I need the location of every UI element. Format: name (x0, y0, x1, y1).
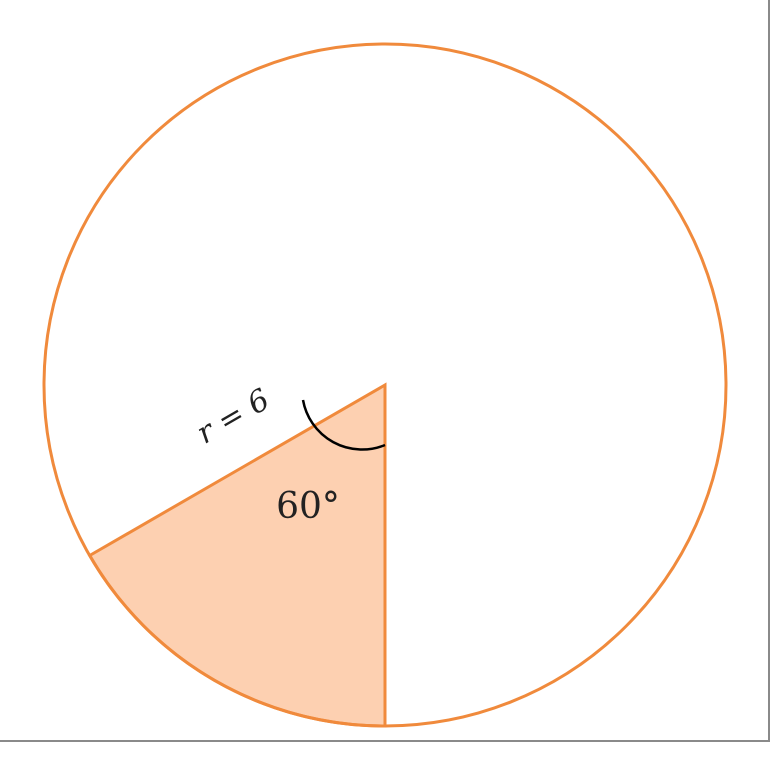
radius-label: r = 6 (191, 382, 276, 451)
angle-label: 60° (276, 486, 340, 527)
circle-outline (42, 42, 728, 728)
canvas-frame (0, 0, 770, 742)
shaded-sector (87, 382, 387, 728)
angle-arc (301, 399, 386, 451)
